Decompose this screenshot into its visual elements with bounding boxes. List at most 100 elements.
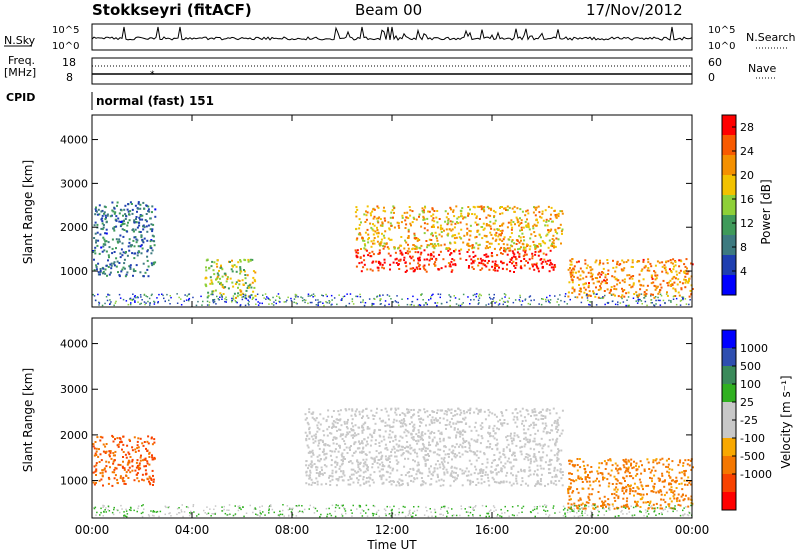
data-cell [361, 424, 364, 427]
data-cell [111, 247, 114, 250]
data-cell [646, 493, 648, 496]
data-cell [410, 433, 413, 436]
data-cell [327, 415, 330, 418]
region-evening-velocity [567, 457, 694, 510]
data-cell [436, 453, 439, 456]
data-cell [316, 483, 319, 486]
data-cell [119, 511, 121, 514]
data-cell [407, 484, 410, 487]
data-cell [247, 299, 249, 301]
data-cell [495, 231, 498, 234]
data-cell [661, 507, 664, 510]
data-cell [580, 301, 583, 304]
data-cell [497, 304, 500, 306]
data-cell [551, 238, 554, 240]
data-cell [440, 478, 443, 481]
data-cell [242, 296, 245, 298]
data-cell [670, 270, 673, 272]
data-cell [301, 299, 304, 302]
data-cell [594, 479, 597, 482]
data-cell [550, 481, 553, 484]
data-cell [519, 229, 522, 232]
data-cell [95, 450, 98, 453]
data-cell [450, 252, 453, 255]
data-cell [355, 408, 358, 411]
data-cell [192, 296, 194, 299]
data-cell [271, 508, 274, 511]
data-cell [680, 299, 683, 301]
data-cell [296, 302, 298, 305]
data-cell [611, 275, 614, 278]
data-cell [132, 239, 135, 242]
data-cell [654, 288, 657, 291]
data-cell [473, 206, 476, 209]
data-cell [435, 216, 438, 219]
data-cell [688, 512, 691, 514]
data-cell [502, 222, 505, 225]
data-cell [579, 278, 582, 281]
data-cell [128, 466, 131, 469]
data-cell [397, 461, 400, 464]
data-cell [347, 418, 349, 421]
data-cell [378, 515, 380, 517]
data-cell [419, 267, 422, 270]
data-cell [410, 416, 413, 418]
data-cell [490, 233, 493, 236]
data-cell [138, 230, 141, 233]
data-cell [420, 477, 423, 479]
data-cell [573, 265, 576, 268]
data-cell [544, 415, 547, 418]
data-cell [400, 483, 403, 486]
data-cell [421, 442, 424, 445]
data-cell [368, 237, 370, 239]
data-cell [176, 507, 179, 510]
data-cell [340, 299, 342, 301]
data-cell [683, 272, 686, 274]
data-cell [614, 303, 617, 306]
data-cell [463, 418, 466, 421]
data-cell [422, 480, 425, 483]
data-cell [635, 291, 638, 294]
data-cell [494, 262, 497, 265]
data-cell [252, 270, 255, 273]
data-cell [413, 510, 416, 513]
data-cell [139, 437, 142, 440]
data-cell [473, 426, 476, 429]
data-cell [407, 252, 410, 255]
data-cell [683, 479, 686, 482]
data-cell [146, 255, 149, 258]
data-cell [574, 296, 576, 298]
data-cell [567, 488, 570, 491]
data-cell [326, 428, 329, 431]
data-cell [139, 203, 142, 206]
data-cell [491, 471, 494, 474]
data-cell [394, 451, 396, 454]
data-cell [385, 243, 388, 246]
data-cell [331, 478, 334, 481]
data-cell [116, 437, 119, 440]
data-cell [536, 464, 539, 467]
data-cell [668, 505, 671, 508]
data-cell [362, 458, 365, 461]
data-cell [403, 420, 406, 422]
data-cell [399, 249, 402, 252]
data-cell [588, 476, 591, 479]
data-cell [488, 445, 491, 448]
data-cell [574, 504, 576, 507]
data-cell [518, 252, 521, 255]
data-cell [574, 464, 576, 467]
data-cell [398, 268, 401, 270]
data-cell [497, 235, 500, 238]
data-cell [224, 300, 226, 303]
data-cell [647, 507, 650, 510]
data-cell [415, 439, 417, 442]
data-cell [542, 415, 545, 417]
data-cell [558, 449, 560, 452]
data-cell [548, 239, 551, 242]
data-cell [396, 469, 399, 472]
data-cell [544, 209, 547, 212]
data-cell [592, 480, 595, 483]
data-cell [377, 206, 380, 209]
data-cell [367, 241, 370, 244]
data-cell [680, 288, 683, 291]
